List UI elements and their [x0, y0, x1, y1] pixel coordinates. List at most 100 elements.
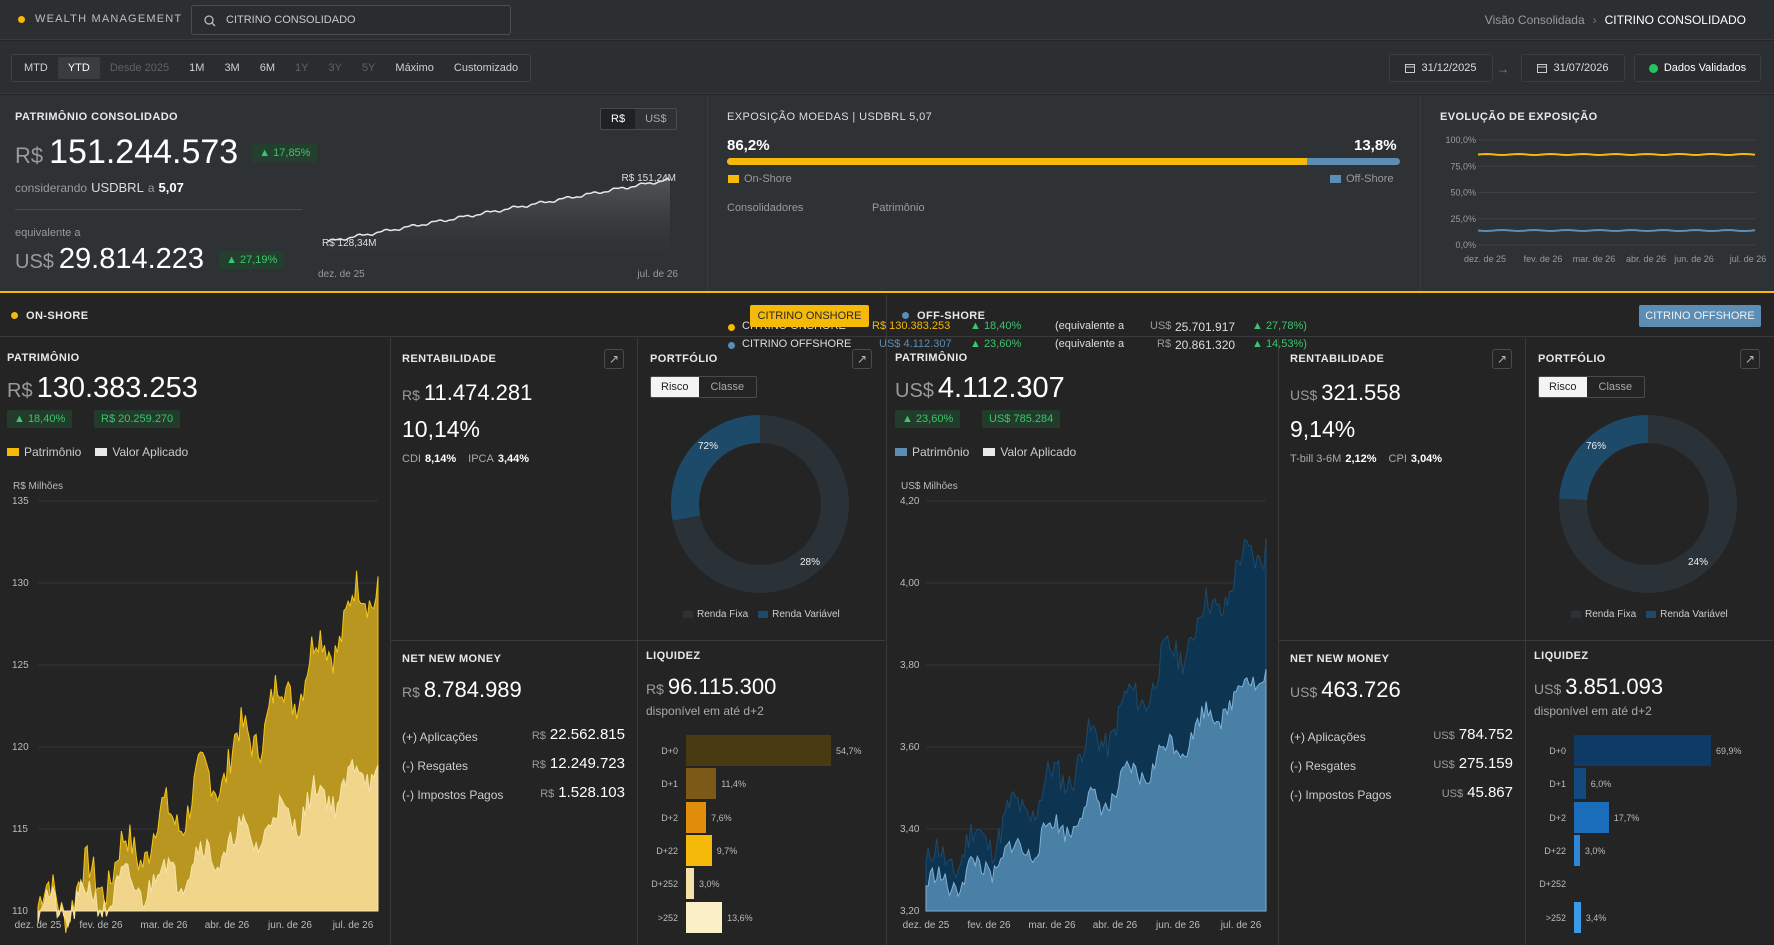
patrimonio-value: R$ 130.383.253 [7, 372, 198, 404]
portfolio-donut: 72% 28% [671, 415, 849, 593]
classe-option[interactable]: Classe [710, 381, 745, 393]
search-icon [204, 15, 216, 27]
consolidated-sparkline: R$ 128,34M R$ 151,24M dez. de 25 jul. de 26 [318, 173, 678, 280]
period-button[interactable]: 6M [259, 62, 275, 74]
onshore-header: ON-SHORE CITRINO ONSHORE [0, 295, 886, 337]
risco-option[interactable]: Risco [651, 377, 699, 397]
offshore-dot [902, 312, 909, 319]
exposure-row[interactable]: CITRINO OFFSHORE US$ 4.112.307 ▲ 23,60% (eq… [727, 338, 1407, 354]
classe-option[interactable]: Classe [1598, 381, 1633, 393]
divider [391, 640, 885, 641]
period-button: 5Y [361, 62, 376, 74]
x-tick: jun. de 26 [267, 920, 312, 931]
offshore-button[interactable]: CITRINO OFFSHORE [1639, 305, 1761, 327]
equiv-label: equivalente a [15, 227, 81, 239]
date-start-button[interactable]: 31/12/2025 [1389, 54, 1493, 82]
y-tick: 120 [12, 742, 29, 753]
validated-badge[interactable]: Dados Validados [1634, 54, 1761, 82]
nnm-row: (+) Aplicações R$ 22.562.815 [402, 726, 625, 744]
date-end-button[interactable]: 31/07/2026 [1521, 54, 1625, 82]
x-tick: jul. de 26 [332, 920, 374, 931]
y-tick: 135 [12, 496, 29, 507]
onshore-button[interactable]: CITRINO ONSHORE [750, 305, 869, 327]
calendar-icon [1405, 64, 1416, 73]
x-tick: jun. de 26 [1155, 920, 1200, 931]
liquidez-bucket-label: D+22 [656, 845, 678, 856]
period-button[interactable]: Máximo [395, 62, 434, 74]
consolidated-change: ▲ 17,85% [252, 143, 318, 162]
onshore-label: ON-SHORE [26, 310, 89, 322]
legend-renda-variavel[interactable]: Renda Variável [758, 609, 840, 620]
consolidated-value: R$ 151.244.573 ▲ 17,85% [15, 133, 318, 172]
currency-toggle[interactable]: R$ US$ [600, 108, 678, 130]
search-box[interactable]: CITRINO CONSOLIDADO [191, 5, 511, 35]
period-button[interactable]: YTD [57, 57, 100, 79]
rentabilidade-value: R$ 11.474.281 [402, 380, 533, 405]
valor-aplicado-area [925, 669, 1267, 912]
divider [390, 338, 391, 945]
divider [707, 95, 708, 291]
liquidez-bar-label: 3,4% [1585, 912, 1607, 923]
liquidez-sub: disponível em até d+2 [1534, 704, 1652, 718]
status-label: Dados Validados [1663, 62, 1747, 74]
patrimonio-legend: Patrimônio Valor Aplicado [895, 445, 1076, 459]
liquidez-bar-label: 9,7% [716, 845, 738, 856]
risco-option[interactable]: Risco [1539, 377, 1587, 397]
legend-swatch [728, 175, 739, 183]
date-end: 31/07/2026 [1553, 62, 1609, 74]
liquidez-title: LIQUIDEZ [646, 650, 701, 662]
donut-renda-variavel [671, 415, 849, 593]
portfolio-title: PORTFÓLIO [1538, 353, 1606, 365]
top-header: WEALTH MANAGEMENT CITRINO CONSOLIDADO Vi… [0, 0, 1774, 40]
legend-swatch [95, 448, 108, 456]
period-button[interactable]: Customizado [453, 62, 519, 74]
expand-icon[interactable]: ↗ [1740, 349, 1760, 369]
period-button[interactable]: 1M [189, 62, 205, 74]
portfolio-toggle[interactable]: Risco Classe [1538, 376, 1646, 398]
legend-valor-aplicado[interactable]: Valor Aplicado [983, 445, 1076, 459]
liquidez-bar-label: 13,6% [727, 912, 753, 923]
chevron-right-icon: › [1592, 13, 1597, 27]
equiv-value: US$ 29.814.223 ▲ 27,19% [15, 243, 285, 276]
x-tick: mar. de 26 [1028, 920, 1076, 931]
y-tick: 3,40 [900, 824, 920, 835]
legend-swatch [1571, 611, 1581, 618]
period-button[interactable]: MTD [24, 62, 48, 74]
liquidez-bar-label: 69,9% [1716, 746, 1742, 756]
toolbar: MTD YTD Desde 2025 1M 3M 6M 1Y 3Y 5Y Máximo Custom… [0, 41, 1774, 94]
legend-renda-fixa[interactable]: Renda Fixa [1571, 609, 1636, 620]
liquidez-bar-label: 11,4% [721, 779, 747, 790]
nnm-row: (-) Impostos Pagos US$ 45.867 [1290, 784, 1513, 802]
legend-offshore: Off-Shore [1330, 173, 1394, 185]
liquidez-bucket-label: D+252 [1539, 879, 1566, 890]
legend-valor-aplicado[interactable]: Valor Aplicado [95, 445, 188, 459]
liquidez-bucket-label: D+1 [661, 779, 678, 790]
exposure-pct-off: 13,8% [1354, 137, 1397, 154]
portfolio-toggle[interactable]: Risco Classe [650, 376, 758, 398]
offshore-label: OFF-SHORE [917, 310, 986, 322]
y-tick: 25,0% [1450, 214, 1476, 224]
expand-icon[interactable]: ↗ [604, 349, 624, 369]
legend-renda-variavel[interactable]: Renda Variável [1646, 609, 1728, 620]
legend-patrimonio[interactable]: Patrimônio [7, 445, 81, 459]
currency-brl-option[interactable]: R$ [601, 109, 636, 129]
x-tick: dez. de 25 [1464, 254, 1506, 264]
period-button[interactable]: 3M [224, 62, 240, 74]
x-tick: dez. de 25 [15, 920, 62, 931]
search-input[interactable]: CITRINO CONSOLIDADO [226, 14, 356, 26]
expand-icon[interactable]: ↗ [852, 349, 872, 369]
liquidez-bucket-label: D+2 [661, 812, 678, 823]
patrimonio-chart: US$ Milhões 4,20 4,00 3,80 3,60 3,40 3,20 dez. … [900, 481, 1267, 931]
divider [1420, 95, 1421, 291]
nnm-title: NET NEW MONEY [1290, 653, 1390, 665]
nnm-row: (-) Impostos Pagos R$ 1.528.103 [402, 784, 625, 802]
breadcrumb-parent[interactable]: Visão Consolidada [1484, 13, 1585, 27]
exposure-row[interactable]: CITRINO ONSHORER$ 130.383.253▲ 18,40%(eq… [727, 320, 1407, 336]
currency-usd-option[interactable]: US$ [645, 113, 667, 125]
legend-renda-fixa[interactable]: Renda Fixa [683, 609, 748, 620]
legend-patrimonio[interactable]: Patrimônio [895, 445, 969, 459]
rentabilidade-value: US$ 321.558 [1290, 380, 1401, 405]
brand-label: WEALTH MANAGEMENT [35, 13, 183, 25]
summary-row: PATRIMÔNIO CONSOLIDADO R$ US$ R$ 151.244… [0, 95, 1774, 352]
expand-icon[interactable]: ↗ [1492, 349, 1512, 369]
